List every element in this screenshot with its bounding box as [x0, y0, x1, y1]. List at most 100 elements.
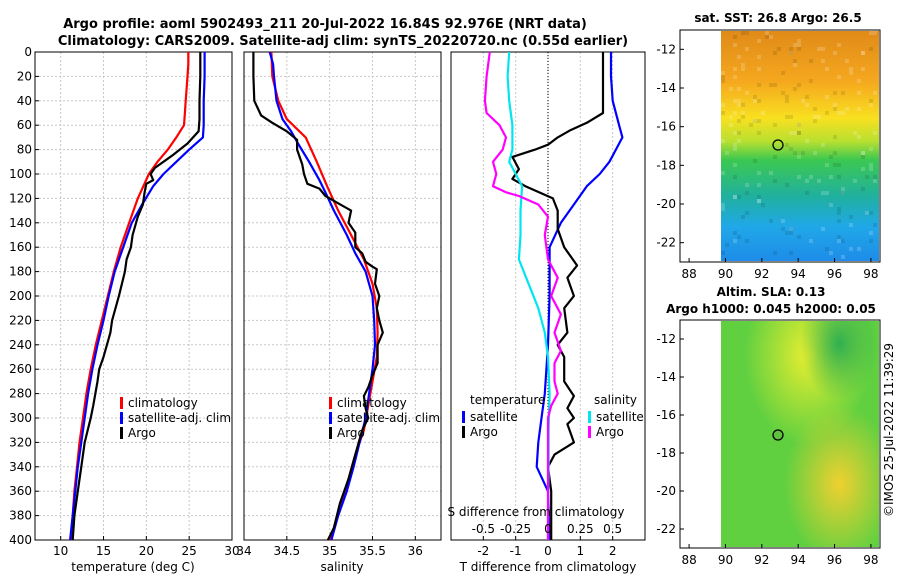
sst-pixel — [781, 91, 785, 95]
sst-pixel — [813, 115, 817, 119]
sst-pixel — [765, 35, 769, 39]
sst-pixel — [797, 131, 801, 135]
map-y-tick-label: -22 — [656, 236, 676, 250]
sst-pixel — [721, 171, 725, 175]
series-satellite-adj-clim — [69, 52, 206, 540]
sst-pixel — [809, 175, 813, 179]
sst-pixel — [837, 111, 841, 115]
sst-pixel — [797, 235, 801, 239]
legend-label-climatology: climatology — [128, 396, 198, 410]
sst-pixel — [853, 179, 857, 183]
x-tick-label: 25 — [182, 544, 197, 558]
y-tick-label: 40 — [17, 94, 32, 108]
argo-location-marker — [772, 139, 784, 151]
sst-pixel — [737, 103, 741, 107]
map-y-tick-label: -18 — [656, 158, 676, 172]
sst-pixel — [817, 47, 821, 51]
sst-pixel — [797, 47, 801, 51]
temperature-xlabel: temperature (deg C) — [71, 560, 194, 574]
temperature-panel: 0 20 40 60 80 100 120 140 160 180 200 220 240 260 280 3… — [9, 45, 240, 574]
y-tick-label: 300 — [9, 411, 32, 425]
x-tick-label: -1 — [510, 544, 522, 558]
x-tick-label: 20 — [139, 544, 154, 558]
y-tick-label: 200 — [9, 289, 32, 303]
legend-label-argo: Argo — [337, 426, 365, 440]
sst-pixel — [793, 43, 797, 47]
s-tick-label: -0.25 — [500, 522, 531, 536]
sst-pixel — [853, 131, 857, 135]
x-tick-label: 35 — [322, 544, 337, 558]
sst-pixel — [741, 31, 745, 35]
sst-pixel — [821, 227, 825, 231]
sst-pixel — [821, 47, 825, 51]
sst-pixel — [841, 191, 845, 195]
salinity-lines — [252, 52, 384, 540]
temperature-lines — [69, 52, 206, 540]
sst-pixel — [857, 91, 861, 95]
series-argo — [252, 52, 384, 540]
legend-label-satellite-adj: satellite-adj. clim — [337, 411, 440, 425]
legend-swatch-climatology — [120, 397, 123, 409]
legend-label-s-satellite: satellite — [596, 410, 644, 424]
legend-swatch-t-satellite — [462, 411, 465, 423]
sst-pixel — [837, 235, 841, 239]
sst-pixel — [801, 99, 805, 103]
sst-pixel — [861, 151, 865, 155]
sst-pixel — [745, 31, 749, 35]
sst-pixel — [745, 183, 749, 187]
sst-pixel — [729, 115, 733, 119]
sst-pixel — [837, 211, 841, 215]
legend-label-s-argo: Argo — [596, 425, 624, 439]
sst-pixel — [733, 147, 737, 151]
series-temperature-argo — [511, 52, 605, 540]
sst-pixel — [805, 191, 809, 195]
map-y-tick-label: -12 — [656, 42, 676, 56]
sst-pixel — [733, 175, 737, 179]
sst-pixel — [793, 151, 797, 155]
sst-pixel — [837, 239, 841, 243]
legend-label-argo: Argo — [128, 426, 156, 440]
map-x-tick-label: 94 — [791, 553, 806, 567]
sst-pixel — [721, 207, 725, 211]
sst-pixel — [809, 59, 813, 63]
sst-pixel — [861, 51, 865, 55]
sst-pixel — [757, 39, 761, 43]
sst-pixel — [829, 155, 833, 159]
y-tick-label: 380 — [9, 509, 32, 523]
sst-pixel — [841, 187, 845, 191]
sst-map: sat. SST: 26.8 Argo: 26.5 88 90 92 94 96 98 -1… — [656, 11, 881, 281]
sst-pixel — [733, 131, 737, 135]
map-y-tick-label: -22 — [656, 522, 676, 536]
sst-pixel — [873, 179, 877, 183]
sst-pixel — [737, 195, 741, 199]
sst-pixel — [837, 43, 841, 47]
legend-swatch-satellite-adj — [120, 412, 123, 424]
sst-pixel — [841, 191, 845, 195]
sst-pixel — [821, 59, 825, 63]
sst-pixel — [745, 239, 749, 243]
x-tick-label: 30 — [224, 544, 239, 558]
legend-label-t-argo: Argo — [470, 425, 498, 439]
legend-swatch-s-argo — [588, 426, 591, 438]
title-line-1: Argo profile: aoml 5902493_211 20-Jul-20… — [63, 17, 587, 32]
salinity-tick-labels: 34 34.5 35 35.5 36 — [236, 536, 423, 558]
sst-pixel — [753, 159, 757, 163]
sst-pixel — [769, 35, 773, 39]
x-tick-label: 10 — [53, 544, 68, 558]
sst-pixel — [797, 123, 801, 127]
difference-panel: -2 -1 0 1 2 T difference from climatology S … — [448, 51, 646, 574]
y-tick-label: 100 — [9, 167, 32, 181]
sst-pixel — [805, 103, 809, 107]
sst-pixel — [773, 155, 777, 159]
sst-pixel — [857, 107, 861, 111]
sst-pixel — [781, 219, 785, 223]
map-y-tick-label: -14 — [656, 370, 676, 384]
sst-pixel — [721, 111, 725, 115]
sst-pixel — [737, 131, 741, 135]
sla-low-northeast — [721, 321, 879, 547]
sst-pixel — [829, 251, 833, 255]
sst-pixel — [741, 215, 745, 219]
sst-pixel — [837, 175, 841, 179]
legend-label-climatology: climatology — [337, 396, 407, 410]
sst-pixel — [737, 139, 741, 143]
